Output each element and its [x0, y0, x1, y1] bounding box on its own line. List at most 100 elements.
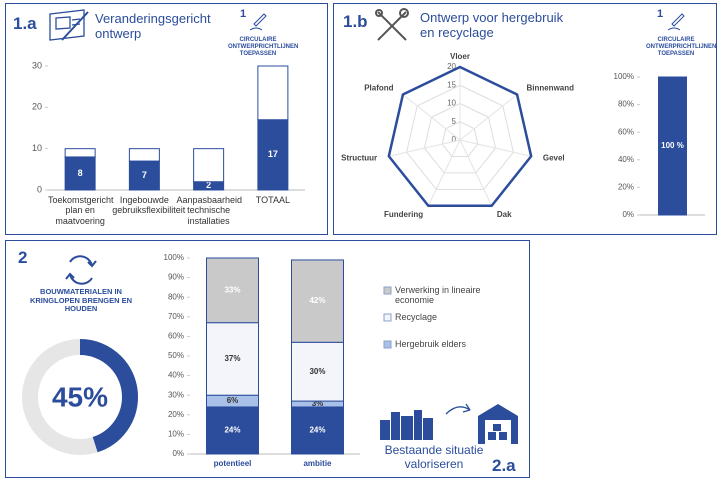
y-tick-label: 30% [168, 390, 184, 399]
category-label: Vloer [450, 52, 470, 61]
y-tick-label: 60% [618, 127, 634, 136]
data-label: 3% [312, 399, 324, 408]
x-tick-label: potentieel [213, 459, 252, 468]
bar-segment [257, 119, 289, 191]
y-tick-label: 10% [168, 430, 184, 439]
r-tick-label: 10 [447, 99, 456, 108]
bar-segment [128, 160, 160, 191]
y-tick-label: 90% [168, 273, 184, 282]
y-tick-label: 100% [164, 253, 184, 262]
badge-number: 1 [240, 8, 247, 20]
x-tick-label: Ingebouwde gebruiksflexibiliteit [112, 195, 186, 216]
y-tick-label: 40% [618, 155, 634, 164]
bar-segment [206, 257, 259, 324]
panel-number: 1.a [13, 14, 37, 33]
panel-number: 1.b [343, 12, 368, 31]
x-tick-label: TOTAAL [255, 195, 290, 205]
y-tick-label: 20% [618, 183, 634, 192]
legend-swatch [383, 286, 392, 295]
r-tick-label: 5 [452, 117, 457, 126]
pen-icon [249, 13, 685, 31]
badge-text: CIRCULAIRE ONTWERPRICHTLIJNEN TOEPASSEN [646, 37, 717, 57]
data-label: 24% [224, 426, 240, 435]
data-label: 42% [309, 296, 325, 305]
data-label: 30% [309, 367, 325, 376]
bar-segment [206, 322, 259, 396]
radar-line [387, 65, 533, 208]
recycle-icon [65, 255, 97, 285]
bar-segment [291, 406, 344, 455]
r-tick-label: 15 [447, 80, 456, 89]
bar-segment [291, 259, 344, 343]
panel-number: 2 [18, 248, 28, 267]
grid-ring [406, 84, 514, 190]
legend-label: Recyclage [395, 312, 438, 322]
category-label: Dak [497, 210, 512, 219]
data-label: 6% [227, 396, 239, 405]
panel-border [5, 240, 530, 478]
bar-segment [257, 65, 289, 121]
y-tick-label: 80% [168, 292, 184, 301]
legend-label: Hergebruik elders [395, 339, 467, 349]
arrow-icon [445, 403, 471, 415]
spoke [459, 94, 518, 141]
spoke [459, 139, 493, 206]
data-label: 100 % [661, 141, 684, 150]
donut-arc [22, 339, 138, 455]
panel-number: 2.a [492, 456, 516, 475]
panel-title: BOUWMATERIALEN IN KRINGLOPEN BRENGEN EN … [29, 287, 133, 314]
y-tick-label: 10 [32, 143, 42, 153]
y-tick-label: 80% [618, 100, 634, 109]
y-tick-label: 30 [32, 60, 42, 70]
bar-segment [193, 148, 225, 183]
grid-ring [423, 102, 497, 174]
blueprint-icon [49, 9, 89, 41]
buildings-icon [380, 410, 433, 440]
bar-segment [658, 76, 687, 216]
data-label: 24% [309, 426, 325, 435]
x-tick-label: Aanpasbaarheid technische installaties [176, 195, 243, 226]
grid-ring [441, 121, 479, 157]
data-label: 2 [206, 180, 211, 190]
legend-swatch [383, 340, 392, 349]
panel-title: Bestaande situatie valoriseren [384, 443, 484, 471]
data-label: 8 [78, 168, 83, 178]
category-label: Gevel [543, 154, 565, 163]
y-tick-label: 0% [622, 210, 634, 219]
r-tick-label: 0 [452, 135, 457, 144]
panel-title: Ontwerp voor hergebruik en recyclage [420, 10, 564, 40]
y-tick-label: 20 [32, 102, 42, 112]
y-tick-label: 0 [37, 184, 42, 194]
data-label: 37% [224, 354, 240, 363]
y-tick-label: 100% [614, 72, 634, 81]
bar-segment [128, 148, 160, 162]
legend-swatch [383, 313, 392, 322]
badge-number: 1 [657, 8, 664, 20]
data-label: 17 [268, 149, 278, 159]
bar-segment [64, 148, 96, 158]
bar-segment [64, 156, 96, 191]
spoke [388, 139, 461, 157]
badge-text: CIRCULAIRE ONTWERPRICHTLIJNEN TOEPASSEN [228, 37, 299, 57]
y-tick-label: 50% [168, 351, 184, 360]
y-tick-label: 0% [172, 449, 184, 458]
panel-border [5, 3, 328, 235]
y-tick-label: 20% [168, 410, 184, 419]
category-label: Plafond [364, 83, 393, 92]
warehouse-icon [478, 404, 518, 444]
y-tick-label: 70% [168, 312, 184, 321]
panel-border [333, 3, 717, 235]
category-label: Structuur [341, 154, 377, 163]
y-tick-label: 60% [168, 332, 184, 341]
tools-icon [375, 8, 409, 41]
panel-title: Veranderingsgericht ontwerp [95, 11, 211, 41]
spoke [459, 139, 532, 157]
data-label: 33% [224, 285, 240, 294]
spoke [427, 139, 461, 206]
spoke [402, 94, 461, 141]
x-tick-label: Toekomstgericht plan en maatvoering [48, 195, 114, 226]
legend-label: Verwerking in lineaire economie [395, 285, 481, 306]
category-label: Binnenwand [526, 83, 574, 92]
